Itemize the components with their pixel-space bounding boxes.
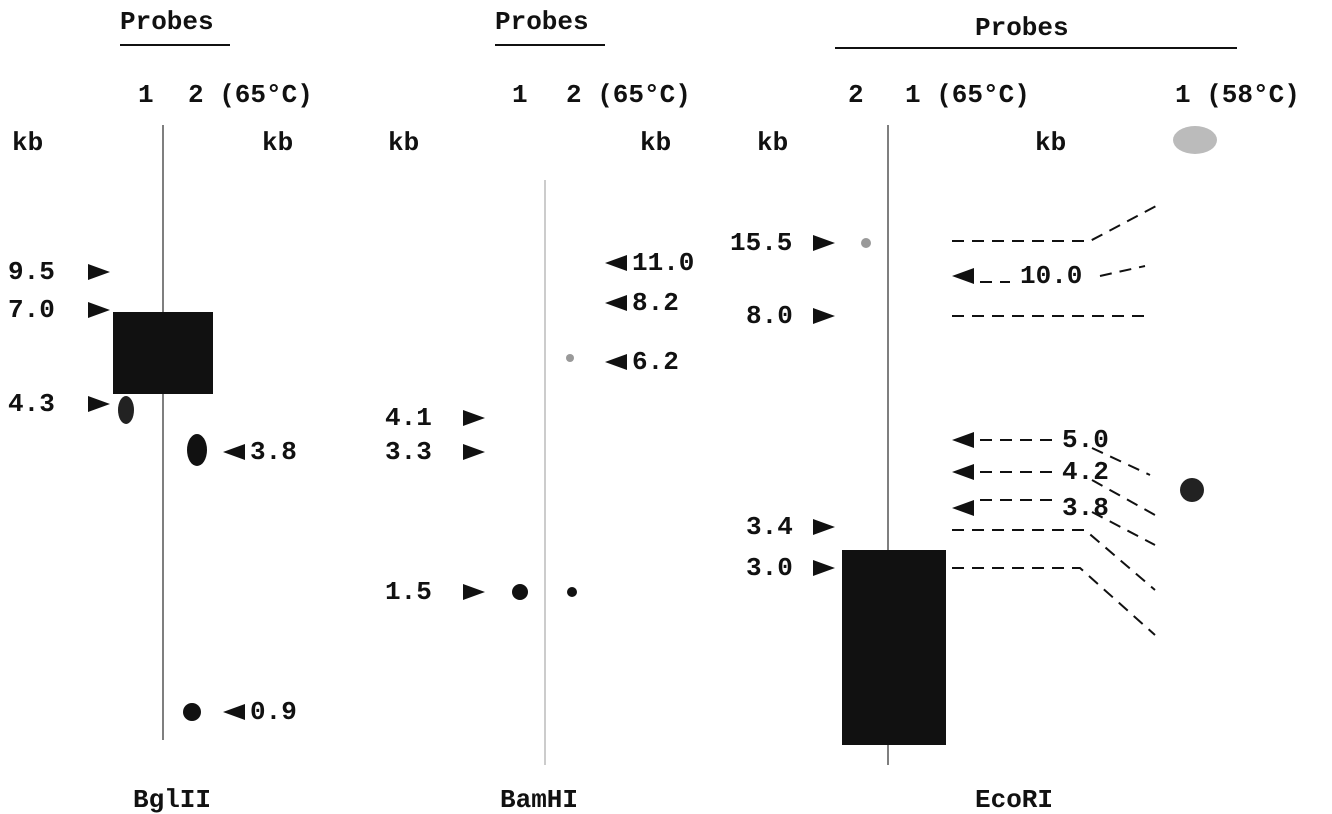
arrowhead xyxy=(605,295,627,311)
kb-label: kb xyxy=(12,128,43,158)
arrowhead xyxy=(813,308,835,324)
arrowhead xyxy=(952,500,974,516)
size-marker: 15.5 xyxy=(730,228,792,258)
arrowhead xyxy=(605,255,627,271)
size-marker: 11.0 xyxy=(632,248,694,278)
size-marker: 4.1 xyxy=(385,403,432,433)
arrowhead xyxy=(463,444,485,460)
kb-label: kb xyxy=(262,128,293,158)
band xyxy=(183,703,201,721)
size-marker: 8.2 xyxy=(632,288,679,318)
size-marker: 6.2 xyxy=(632,347,679,377)
size-marker: 4.2 xyxy=(1062,457,1109,487)
size-marker: 5.0 xyxy=(1062,425,1109,455)
band xyxy=(566,354,574,362)
arrowhead xyxy=(813,519,835,535)
arrowhead xyxy=(88,396,110,412)
size-marker: 4.3 xyxy=(8,389,55,419)
lane-label: 2 (65°C) xyxy=(188,80,313,110)
arrowhead xyxy=(813,560,835,576)
arrowhead xyxy=(463,410,485,426)
lane-label: 1 xyxy=(138,80,154,110)
arrowhead xyxy=(952,432,974,448)
enzyme-label: BamHI xyxy=(500,785,578,814)
lane-label: 2 (65°C) xyxy=(566,80,691,110)
size-marker: 3.4 xyxy=(746,512,793,542)
kb-label: kb xyxy=(757,128,788,158)
arrowhead xyxy=(88,264,110,280)
arrowhead xyxy=(952,464,974,480)
lane-label: 1 (58°C) xyxy=(1175,80,1300,110)
arrowhead xyxy=(813,235,835,251)
kb-label: kb xyxy=(640,128,671,158)
size-marker: 0.9 xyxy=(250,697,297,727)
enzyme-label: BglII xyxy=(133,785,211,814)
band xyxy=(567,587,577,597)
lane-label: 1 xyxy=(512,80,528,110)
arrowhead xyxy=(88,302,110,318)
band xyxy=(1173,126,1217,154)
kb-label: kb xyxy=(1035,128,1066,158)
band xyxy=(861,238,871,248)
size-marker: 8.0 xyxy=(746,301,793,331)
panel-header: Probes xyxy=(975,13,1069,43)
enzyme-label: EcoRI xyxy=(975,785,1053,814)
connector xyxy=(952,205,1158,241)
connector xyxy=(952,568,1155,635)
band xyxy=(187,434,207,466)
arrowhead xyxy=(463,584,485,600)
size-marker: 3.0 xyxy=(746,553,793,583)
size-marker: 3.3 xyxy=(385,437,432,467)
lane-label: 2 xyxy=(848,80,864,110)
lane-label: 1 (65°C) xyxy=(905,80,1030,110)
size-marker: 10.0 xyxy=(1020,261,1082,291)
arrowhead xyxy=(605,354,627,370)
size-marker: 3.8 xyxy=(1062,493,1109,523)
arrowhead xyxy=(952,268,974,284)
size-marker: 3.8 xyxy=(250,437,297,467)
size-marker: 9.5 xyxy=(8,257,55,287)
size-marker: 7.0 xyxy=(8,295,55,325)
band xyxy=(118,396,134,424)
band xyxy=(512,584,528,600)
panel-header: Probes xyxy=(495,7,589,37)
size-marker: 1.5 xyxy=(385,577,432,607)
band xyxy=(113,312,213,394)
arrowhead xyxy=(223,704,245,720)
connector xyxy=(952,530,1155,590)
band xyxy=(842,550,946,745)
panel-header: Probes xyxy=(120,7,214,37)
arrowhead xyxy=(223,444,245,460)
band xyxy=(1180,478,1204,502)
blot-figure: Probes 1 2 (65°C) kb kb 9.5 7.0 4.3 3.8 0.9 BglII P… xyxy=(0,0,1332,814)
kb-label: kb xyxy=(388,128,419,158)
page: Probes 1 2 (65°C) kb kb 9.5 7.0 4.3 3.8 0.9 BglII P… xyxy=(0,0,1332,814)
